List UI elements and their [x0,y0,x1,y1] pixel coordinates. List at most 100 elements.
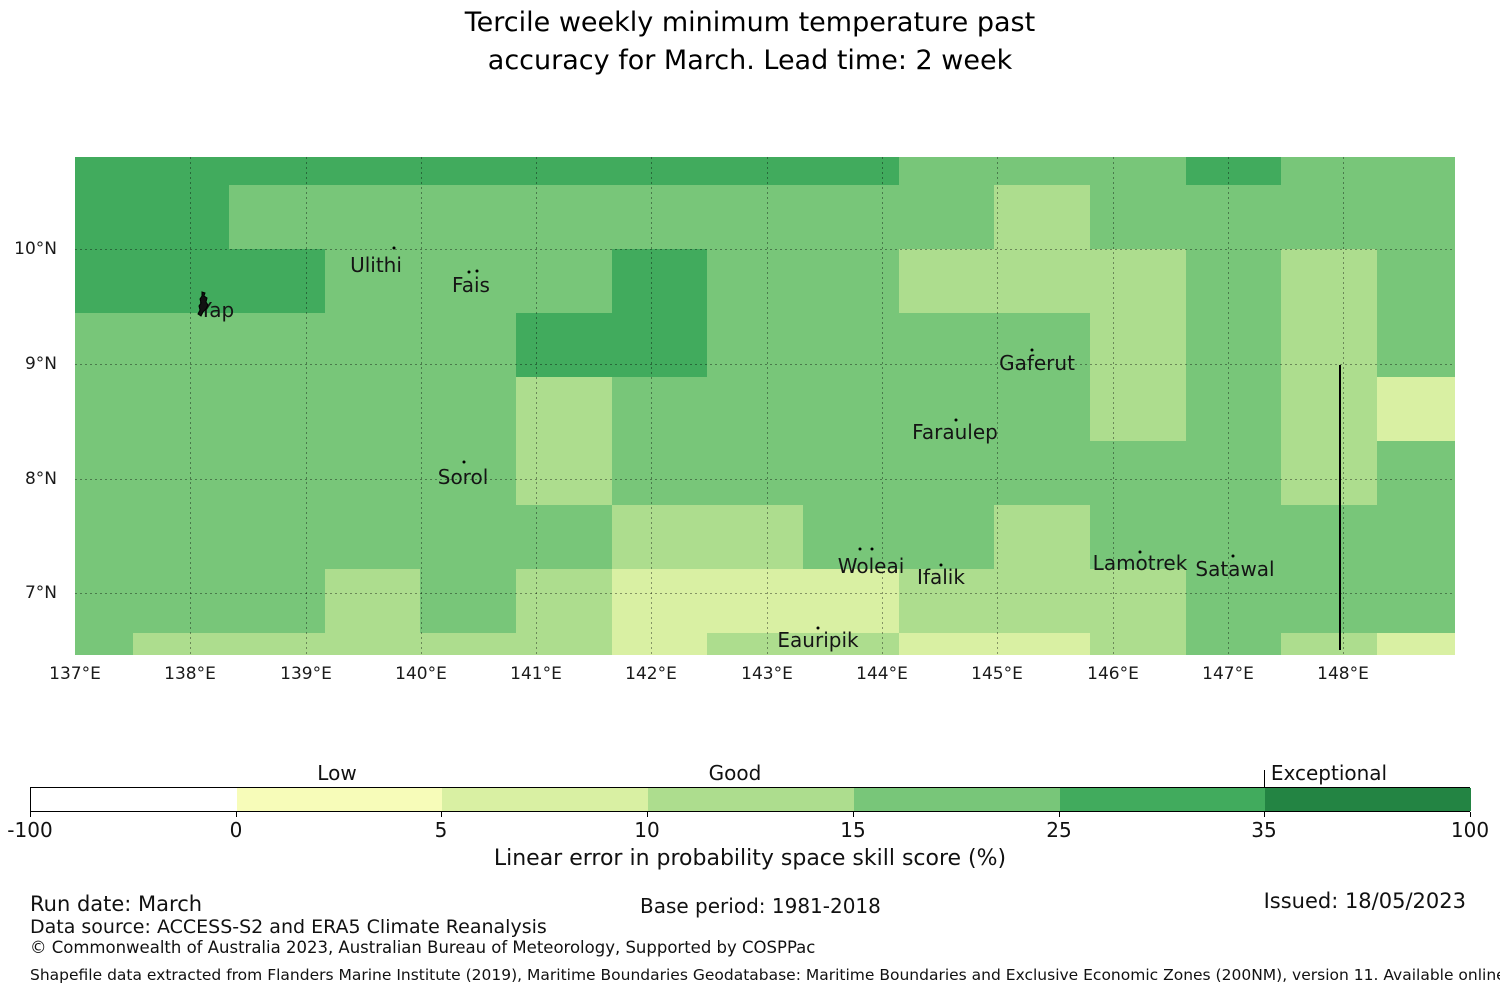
colorbar-tick [441,812,442,817]
map-cell [229,569,326,634]
map-cell [803,313,900,378]
map-cell [803,377,900,442]
map-cell [133,377,230,442]
x-tick-label: 148°E [1317,664,1369,684]
map-cell [133,157,230,186]
island-marker-dot [392,246,396,250]
map-cell [707,157,804,186]
colorbar-axis-label: Linear error in probability space skill … [493,846,1007,871]
map-cell [1186,633,1282,655]
gridline-horizontal [75,249,1455,250]
x-tick-label: 139°E [280,664,332,684]
map-cell [899,313,995,378]
map-cell [229,157,326,186]
y-tick-label: 8°N [24,469,57,489]
map-cell [707,569,804,634]
map-cell [516,633,613,655]
map-cell [229,441,326,506]
map-cell [133,441,230,506]
chart-title: Tercile weekly minimum temperature past … [0,4,1500,80]
x-tick-label: 145°E [971,664,1023,684]
gridline-vertical [536,157,537,655]
gridline-vertical [882,157,883,655]
island-label-sorol: Sorol [437,465,489,489]
x-tick-label: 146°E [1087,664,1139,684]
map-cell [420,249,517,314]
y-tick-label: 10°N [14,239,57,259]
chart-title-line1: Tercile weekly minimum temperature past [464,7,1036,38]
island-marker-dot [1231,554,1235,558]
map-cell [1281,185,1378,250]
map-cell [1281,313,1378,378]
map-cell [612,313,708,378]
map-cell [994,157,1091,186]
island-label-ifalik: Ifalik [917,565,965,589]
island-marker-dot [870,547,874,551]
map-cell [612,505,708,570]
gridline-horizontal [75,593,1455,594]
shapefile-attribution-text: Shapefile data extracted from Flanders M… [30,966,1500,984]
colorbar-tick-label: 25 [1046,818,1072,842]
map-cell [612,157,708,186]
map-cell [325,441,421,506]
map-cell [229,505,326,570]
colorbar-tick [1470,812,1471,817]
map-cell [420,633,517,655]
map-cell [516,157,613,186]
gridline-vertical [767,157,768,655]
map-cell [75,313,134,378]
gridline-horizontal [75,364,1455,365]
map-cell [1377,377,1455,442]
map-cell [803,249,900,314]
map-cell [899,505,995,570]
map-cell [229,633,326,655]
map-cell [325,633,421,655]
map-cell [994,185,1091,250]
island-label-lamotrek: Lamotrek [1092,551,1188,575]
map-cell [133,249,230,314]
gridline-horizontal [75,479,1455,480]
map-cell [612,185,708,250]
map-cell [899,377,995,442]
copyright-text: © Commonwealth of Australia 2023, Austra… [30,938,816,957]
map-cell [420,377,517,442]
map-cell [1186,441,1282,506]
map-cell [325,569,421,634]
map-cell [899,249,995,314]
map-cell [229,313,326,378]
map-cell [994,377,1091,442]
colorbar-tick [853,812,854,817]
map-cell [1186,157,1282,186]
map-cell [133,185,230,250]
map-cell [1281,505,1378,570]
colorbar-tick [236,812,237,817]
colorbar-tick-label: -100 [7,818,53,842]
colorbar-segment [648,788,855,811]
map-cell [133,313,230,378]
map-cell [516,569,613,634]
map-cell [516,505,613,570]
colorbar-tick-label: 35 [1251,818,1277,842]
colorbar-tick-label: 10 [634,818,660,842]
island-label-ulithi: Ulithi [350,253,402,277]
map-cell [1281,377,1378,442]
colorbar-tick [30,812,31,817]
map-cell [1377,185,1455,250]
y-tick-label: 7°N [24,583,57,603]
map-cell [420,313,517,378]
map-cell [994,569,1091,634]
island-label-woleai: Woleai [837,554,905,578]
colorbar-tick [647,812,648,817]
map-cell [516,249,613,314]
map-cell [1090,633,1187,655]
map-cell [229,185,326,250]
run-date-text: Run date: March [30,892,203,916]
map-cell [1281,633,1378,655]
map-cell [1281,441,1378,506]
gridline-vertical [651,157,652,655]
map-cell [325,157,421,186]
map-cell [1186,185,1282,250]
map-cell [612,377,708,442]
issued-date-text: Issued: 18/05/2023 [1263,889,1466,913]
island-marker-dot [1030,348,1034,352]
